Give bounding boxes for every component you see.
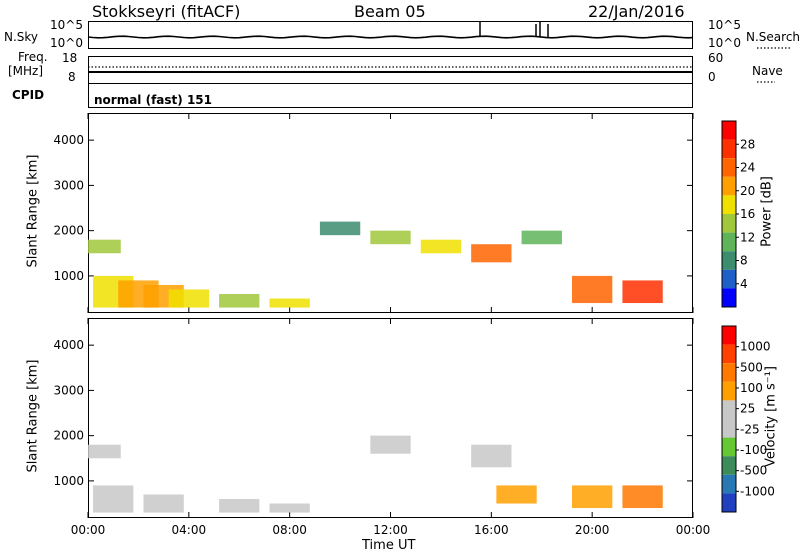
noise-left-tick-bottom: 10^0 [50,36,83,50]
data-cell [219,498,260,513]
date-title: 22/Jan/2016 [588,2,685,21]
data-cell [420,239,462,254]
data-cell [88,444,121,459]
noise-right-tick-top: 10^5 [708,18,741,32]
data-cell [370,435,411,454]
freq-unit-label: [MHz] [8,64,44,78]
noise-right-label: N.Search [746,30,800,44]
colorbar-swatch [722,288,736,307]
data-cell [143,494,184,513]
data-cell [572,275,613,304]
colorbar-swatch [722,251,736,270]
noise-right-tick-bottom: 10^0 [708,36,741,50]
colorbar-swatch [722,176,736,196]
colorbar-tick-label: 16 [740,207,755,221]
data-cell [496,485,537,504]
colorbar-swatch [722,326,736,345]
freq-tick-bottom: 8 [68,70,76,84]
data-cell [521,230,562,245]
y-tick-label: 3000 [53,178,84,192]
colorbar-swatch [722,139,736,159]
data-cell [93,485,134,513]
data-cell [471,244,512,263]
colorbar-swatch [722,214,736,233]
x-tick-label: 08:00 [272,523,307,537]
y-tick-label: 2000 [53,429,84,443]
colorbar-swatch [722,456,736,475]
colorbar-swatch [722,474,736,494]
colorbar-tick-label: -1000 [740,484,775,498]
colorbar-tick-label: 25 [740,402,755,416]
x-tick-label: 04:00 [172,523,207,537]
data-cell [168,289,209,308]
nave-label: Nave [752,64,783,78]
cpid-label: CPID [12,88,45,102]
noise-left-label: N.Sky [4,30,39,44]
colorbar-tick-label: 20 [740,184,755,198]
colorbar-swatch [722,344,736,364]
freq-label: Freq. [18,50,48,64]
beam-title: Beam 05 [354,2,426,21]
x-tick-label: 16:00 [474,523,509,537]
colorbar-tick-label: -25 [740,422,760,436]
y-tick-label: 4000 [53,338,84,352]
y-tick-label: 4000 [53,133,84,147]
x-tick-label: 12:00 [373,523,408,537]
data-cell [370,230,411,245]
y-tick-label: 1000 [53,269,84,283]
data-cell [269,503,310,513]
colorbar-swatch [722,195,736,214]
data-cell [88,239,121,254]
cpid-panel [88,84,693,108]
colorbar-swatch [722,158,736,177]
cpid-value: normal (fast) 151 [94,93,212,107]
data-cell [269,298,310,308]
x-tick-label: 00:00 [71,523,106,537]
noise-left-tick-top: 10^5 [50,18,83,32]
y-tick-label: 2000 [53,224,84,238]
data-cell [319,221,361,236]
colorbar-tick-label: 4 [740,277,748,291]
colorbar-tick-label: 1000 [740,340,771,354]
data-cell [622,485,663,509]
x-tick-label: 00:00 [676,523,711,537]
data-cell [572,485,613,509]
colorbar-frame [721,325,737,513]
nave-tick-top: 60 [708,51,724,65]
x-axis-title: Time UT [362,538,416,553]
colorbar-swatch [722,493,736,512]
colorbar-swatch [722,381,736,401]
data-cell [622,280,663,304]
colorbar-swatch [722,121,736,140]
data-cell [219,293,260,308]
noise-panel [88,21,693,49]
noise-sky-trace [87,35,694,39]
colorbar-tick-label: 24 [740,161,755,175]
colorbar-swatch [722,363,736,382]
colorbar-swatch [722,400,736,419]
colorbar-swatch [722,269,736,289]
colorbar-tick-label: 8 [740,254,748,268]
colorbar-swatch [722,419,736,438]
colorbar-tick-label: -500 [740,464,767,478]
freq-panel [88,56,693,84]
y-tick-label: 3000 [53,383,84,397]
colorbar-tick-label: 12 [740,230,755,244]
colorbar-tick-label: 500 [740,360,763,374]
colorbar-tick-label: 100 [740,381,763,395]
station-title: Stokkseyri (fitACF) [92,2,241,21]
data-cell [471,444,512,468]
x-tick-label: 20:00 [575,523,610,537]
colorbar-tick-label: 28 [740,137,755,151]
nave-tick-bottom: 0 [708,70,716,84]
y-tick-label: 1000 [53,474,84,488]
freq-tick-top: 18 [62,51,78,65]
colorbar-swatch [722,232,736,252]
colorbar-tick-label: -100 [740,443,767,457]
colorbar-swatch [722,437,736,457]
